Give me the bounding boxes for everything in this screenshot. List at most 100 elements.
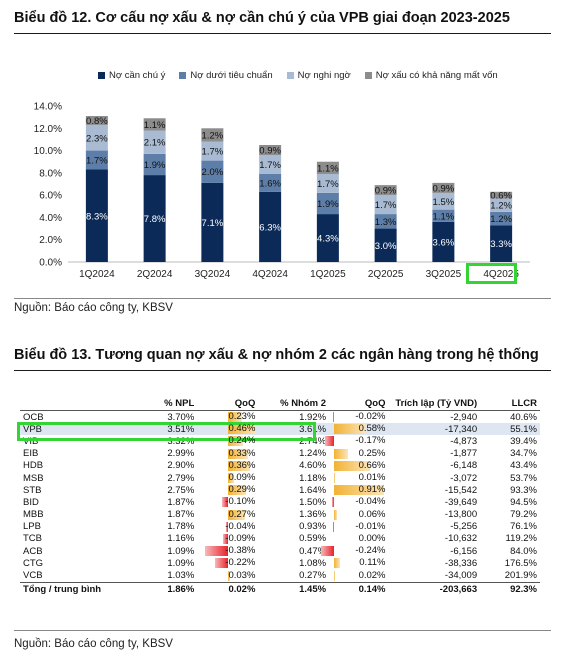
data-label: 8.3% xyxy=(86,211,108,222)
table-total-row: Tổng / trung bình 1.86% 0.02% 1.45% 0.14% -20… xyxy=(20,581,540,597)
bar-4Q2025-s2 xyxy=(490,198,513,212)
bar-3Q2024-s1 xyxy=(201,160,224,183)
table-row: CTG 1.09% -0.22% 1.08% 0.11% -38,336 176.5% xyxy=(20,557,540,569)
data-label: 1.5% xyxy=(433,197,455,208)
npl-qoq-value: 0.46% xyxy=(228,423,256,435)
group2-qoq-value: 0.06% xyxy=(358,508,386,520)
group2-value: 3.61% xyxy=(299,423,327,435)
data-label: 1.9% xyxy=(144,160,166,171)
data-label: 2.3% xyxy=(86,133,108,144)
npl-qoq-value: 0.29% xyxy=(228,484,256,496)
legend-swatch xyxy=(98,72,105,79)
bar-4Q2025-s1 xyxy=(490,211,513,226)
chart13-title: Biểu đồ 13. Tương quan nợ xấu & nợ nhóm … xyxy=(14,347,539,363)
group2-qoq: 0.00% xyxy=(329,533,388,545)
group2-qoq-value: 0.11% xyxy=(359,557,386,569)
group2-qoq-cell: -0.02% xyxy=(332,411,386,423)
bar-2Q2025-s1 xyxy=(374,214,397,229)
npl-qoq-cell: 0.23% xyxy=(200,411,255,423)
npl-qoq: -0.04% xyxy=(197,521,258,533)
npl-qoq-cell: 0.46% xyxy=(200,423,257,435)
provision-value: -15,542 xyxy=(444,484,478,496)
data-label: 3.3% xyxy=(490,239,512,250)
total-llcr: 92.3% xyxy=(480,581,540,597)
bar-1Q2024-s2 xyxy=(85,124,108,151)
group2-qoq-bar xyxy=(334,424,366,435)
chart12-bottom-rule xyxy=(14,298,551,299)
npl-value: 3.51% xyxy=(167,423,195,435)
column-header: % Nhóm 2 xyxy=(258,396,330,411)
npl-qoq: 0.23% xyxy=(197,411,258,424)
legend-label: Nợ cần chú ý xyxy=(109,70,166,81)
npl-qoq-value: -0.09% xyxy=(225,532,256,544)
data-label: 0.8% xyxy=(86,116,108,127)
y-tick-label: 6.0% xyxy=(39,191,62,202)
legend-item-0: Nợ cần chú ý xyxy=(98,70,165,81)
bank-name: HDB xyxy=(23,460,44,472)
bank-name: VPB xyxy=(23,423,43,435)
npl-qoq-cell: 0.09% xyxy=(200,472,255,484)
group2-qoq-cell: -0.24% xyxy=(320,545,386,557)
npl-qoq-cell: -0.22% xyxy=(200,557,255,569)
npl-qoq: 0.36% xyxy=(197,460,258,472)
x-tick-label: 4Q2025 xyxy=(483,269,519,280)
npl-qoq: -0.38% xyxy=(197,545,258,557)
x-tick-label: 2Q2024 xyxy=(137,269,173,280)
npl-value: 2.75% xyxy=(167,484,195,496)
group2-qoq: 0.91% xyxy=(329,484,388,496)
provision-value: -1,877 xyxy=(450,448,478,460)
table-row: ACB 1.09% -0.38% 0.47% -0.24% -6,156 84.0% xyxy=(20,545,540,557)
npl-qoq-value: 0.24% xyxy=(228,435,256,447)
group2-qoq-value: -0.24% xyxy=(355,545,386,557)
bar-1Q2024-s1 xyxy=(85,150,108,170)
llcr-value: 39.4% xyxy=(510,435,537,447)
bank-name: LPB xyxy=(23,521,41,533)
group2-qoq: 0.06% xyxy=(329,509,388,521)
group2-value: 0.27% xyxy=(299,570,327,582)
npl-qoq-value: 0.27% xyxy=(228,508,256,520)
highlight-vpb-row-box xyxy=(17,422,316,441)
bar-3Q2024-s2 xyxy=(201,141,224,161)
bank-name: VIB xyxy=(23,435,39,447)
bank-name: VCB xyxy=(23,570,43,582)
bank-name: BID xyxy=(23,496,39,508)
data-label: 1.2% xyxy=(490,201,512,212)
bank-name: MBB xyxy=(23,509,44,521)
bar-4Q2024-s3 xyxy=(259,145,282,156)
npl-qoq: 0.09% xyxy=(197,472,258,484)
group2-value: 0.59% xyxy=(299,533,327,545)
npl-qoq-value: 0.03% xyxy=(228,569,256,581)
group2-qoq: -0.04% xyxy=(329,496,388,508)
table-row: MSB 2.79% 0.09% 1.18% 0.01% -3,072 53.7% xyxy=(20,472,540,484)
group2-qoq-bar xyxy=(334,473,335,484)
y-tick-label: 10.0% xyxy=(34,146,62,157)
table-row: HDB 2.90% 0.36% 4.60% 0.66% -6,148 43.4% xyxy=(20,460,540,472)
data-label: 0.9% xyxy=(259,146,281,157)
npl-qoq-bar xyxy=(228,473,234,484)
chart12-legend: Nợ cần chú ý Nợ dưới tiêu chuẩn Nợ nghi ng… xyxy=(98,70,498,81)
group2-qoq-cell: 0.91% xyxy=(332,484,386,496)
bank-name: TCB xyxy=(23,533,42,545)
npl-qoq: 0.29% xyxy=(197,484,258,496)
group2-qoq-value: 0.01% xyxy=(358,472,386,484)
column-header: % NPL xyxy=(118,396,198,411)
provision-value: -6,148 xyxy=(450,460,478,472)
bar-4Q2024-s0 xyxy=(259,191,282,262)
total-group2-qoq: 0.14% xyxy=(329,581,389,597)
bar-2Q2024-s2 xyxy=(143,130,166,154)
bank-name: ACB xyxy=(23,545,43,557)
group2-qoq: 0.01% xyxy=(329,472,388,484)
legend-item-3: Nợ xấu có khả năng mất vốn xyxy=(364,70,498,81)
bar-3Q2024-s0 xyxy=(201,182,224,262)
llcr-value: 93.3% xyxy=(510,484,537,496)
data-label: 7.8% xyxy=(144,214,166,225)
npl-qoq-bar xyxy=(205,546,229,557)
data-label: 4.3% xyxy=(317,234,339,245)
bar-1Q2024-s3 xyxy=(85,116,108,125)
group2-qoq-bar xyxy=(320,546,335,557)
chart12-rule xyxy=(14,33,551,34)
npl-qoq-value: -0.04% xyxy=(225,520,256,532)
column-header: LLCR xyxy=(480,396,540,411)
group2-qoq-value: -0.17% xyxy=(355,435,386,447)
npl-qoq: 0.27% xyxy=(197,509,258,521)
